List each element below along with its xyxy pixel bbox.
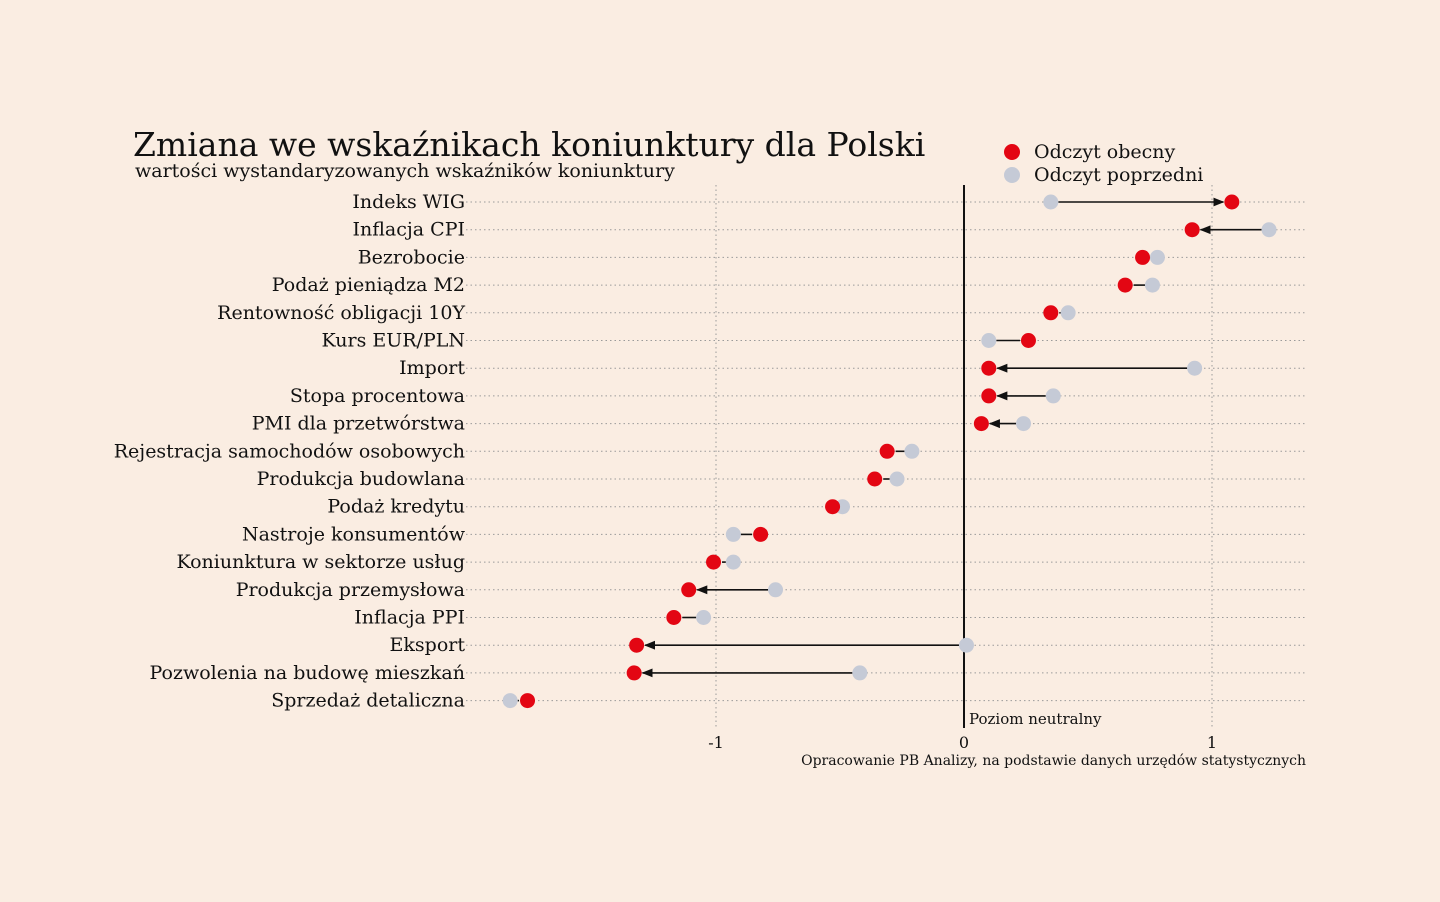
- x-tick-label: 0: [959, 733, 969, 752]
- previous-point: [1144, 277, 1160, 293]
- current-point: [753, 526, 769, 542]
- previous-point: [1261, 222, 1277, 238]
- previous-points: [502, 194, 1277, 709]
- vertical-gridlines: [715, 185, 1213, 728]
- current-point: [666, 610, 682, 625]
- current-point: [706, 554, 722, 570]
- previous-point: [981, 333, 997, 348]
- category-label: Sprzedaż detaliczna: [271, 690, 465, 712]
- category-label: Inflacja PPI: [354, 607, 465, 629]
- legend-label-previous: Odczyt poprzedni: [1034, 164, 1203, 186]
- category-label: Koniunktura w sektorze usług: [176, 551, 465, 573]
- x-axis-ticks: -1 0 1: [708, 733, 1217, 752]
- category-label: Pozwolenia na budowę mieszkań: [150, 662, 466, 684]
- previous-point: [1045, 388, 1061, 404]
- previous-point: [696, 610, 712, 625]
- category-label: Produkcja przemysłowa: [236, 579, 465, 601]
- current-point: [981, 360, 997, 376]
- current-point: [520, 693, 536, 709]
- current-point: [1117, 277, 1133, 293]
- legend-marker-previous: [1004, 167, 1020, 183]
- legend: Odczyt obecny Odczyt poprzedni: [1004, 141, 1203, 186]
- current-point: [1224, 194, 1240, 210]
- current-point: [973, 416, 989, 432]
- category-label: Podaż pieniądza M2: [272, 274, 465, 296]
- current-point: [1043, 305, 1059, 321]
- current-point: [626, 665, 642, 681]
- category-label: Indeks WIG: [352, 191, 465, 213]
- previous-point: [725, 526, 741, 542]
- chart-subtitle: wartości wystandaryzowanych wskaźników k…: [135, 160, 675, 182]
- previous-point: [852, 665, 868, 681]
- previous-point: [502, 693, 518, 709]
- current-point: [867, 471, 883, 487]
- current-point: [1020, 333, 1036, 348]
- x-tick-label: -1: [708, 733, 724, 752]
- category-label: Produkcja budowlana: [257, 468, 465, 490]
- category-label: Bezrobocie: [358, 246, 465, 268]
- previous-point: [1149, 249, 1165, 265]
- x-tick-label: 1: [1207, 733, 1217, 752]
- category-labels: Indeks WIG Inflacja CPI Bezrobocie Podaż pi…: [114, 191, 466, 712]
- previous-point: [725, 554, 741, 570]
- previous-point: [889, 471, 905, 487]
- current-point: [681, 582, 697, 598]
- previous-point: [1060, 305, 1076, 321]
- category-label: Stopa procentowa: [290, 385, 465, 407]
- current-point: [825, 499, 841, 515]
- current-point: [1135, 249, 1151, 265]
- category-label: Rejestracja samochodów osobowych: [114, 440, 465, 462]
- chart-title: Zmiana we wskaźnikach koniunktury dla Po…: [133, 125, 925, 164]
- change-connectors: [517, 197, 1262, 702]
- category-label: Inflacja CPI: [353, 219, 465, 241]
- category-label: Kurs EUR/PLN: [321, 330, 465, 352]
- category-label: Nastroje konsumentów: [242, 523, 466, 545]
- category-label: Rentowność obligacji 10Y: [217, 302, 465, 324]
- category-label: Podaż kredytu: [327, 496, 465, 518]
- previous-point: [904, 443, 920, 459]
- current-point: [1184, 222, 1200, 238]
- previous-point: [768, 582, 784, 598]
- category-label: Eksport: [390, 634, 466, 656]
- current-points: [520, 194, 1240, 709]
- source-note: Opracowanie PB Analizy, na podstawie dan…: [801, 753, 1306, 769]
- neutral-level-label: Poziom neutralny: [969, 710, 1102, 728]
- legend-label-current: Odczyt obecny: [1034, 141, 1176, 163]
- previous-point: [1016, 416, 1032, 432]
- previous-point: [958, 637, 974, 653]
- previous-point: [1043, 194, 1059, 210]
- current-point: [879, 443, 895, 459]
- category-label: Import: [399, 357, 465, 379]
- current-point: [981, 388, 997, 404]
- previous-point: [1187, 360, 1203, 376]
- current-point: [629, 637, 645, 653]
- legend-marker-current: [1004, 144, 1020, 160]
- category-label: PMI dla przetwórstwa: [252, 413, 465, 435]
